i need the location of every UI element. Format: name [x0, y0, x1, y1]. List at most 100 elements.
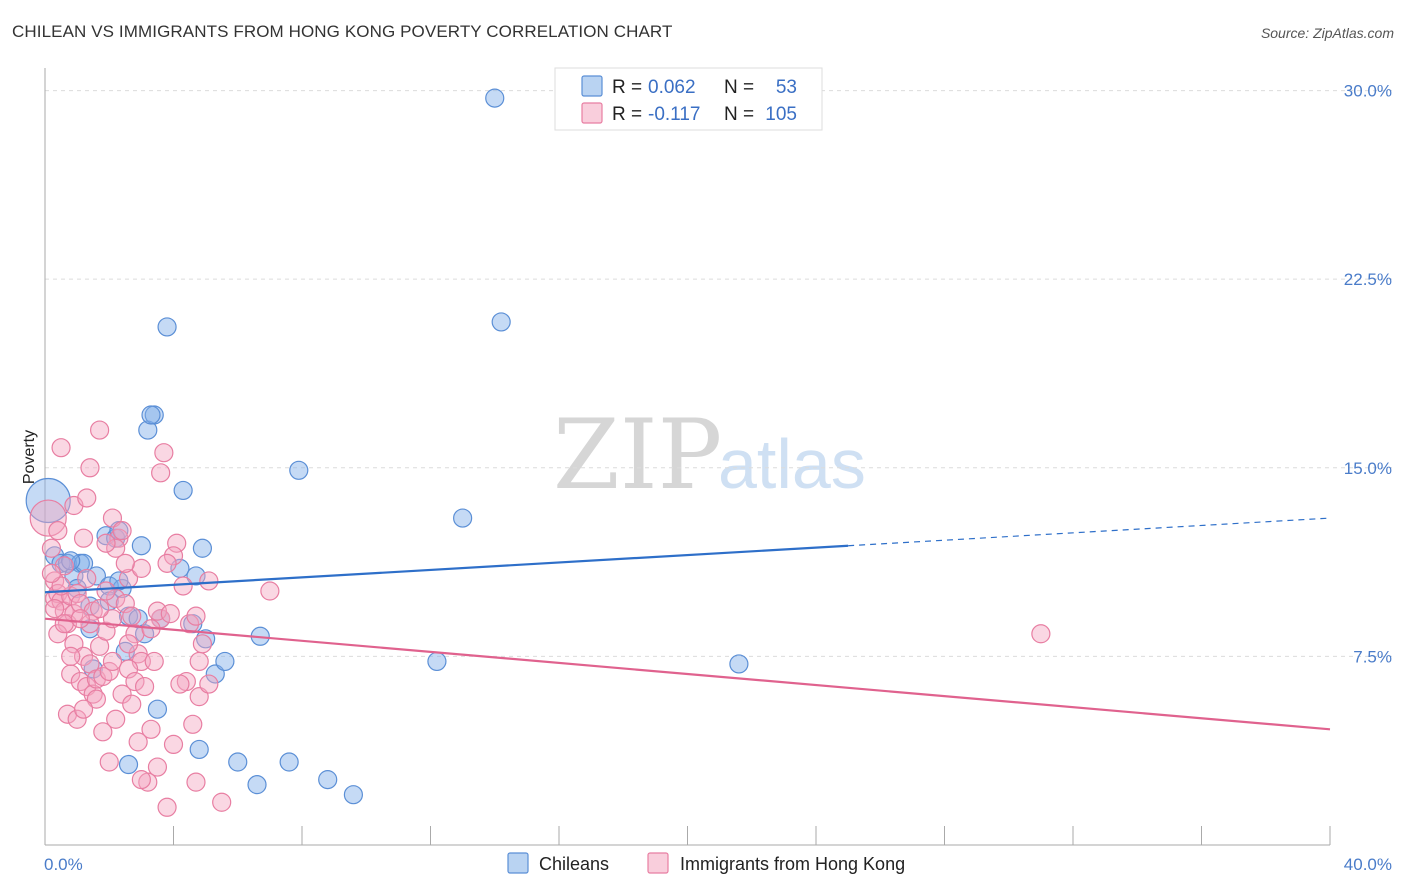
point-hongkong-97: [77, 488, 97, 508]
y-tick-label-2: 22.5%: [1344, 270, 1392, 289]
point-hongkong-76: [144, 651, 164, 672]
bottom-legend-label-chileans: Chileans: [539, 854, 609, 874]
point-hongkong-20: [83, 684, 103, 704]
point-chileans-43: [485, 88, 505, 108]
point-chileans-44: [491, 312, 511, 332]
point-chileans-52: [67, 578, 87, 599]
point-hongkong-73: [77, 568, 97, 589]
point-hongkong-94: [41, 563, 62, 584]
point-hongkong-54: [212, 792, 232, 812]
point-hongkong-46: [134, 676, 155, 697]
point-hongkong-92: [90, 599, 110, 619]
legend-r-value-hongkong: -0.117: [648, 104, 700, 125]
point-hongkong-75: [118, 634, 139, 654]
legend-n-value-chileans: 53: [776, 77, 797, 98]
point-hongkong-51: [131, 770, 151, 790]
point-hongkong-48: [106, 709, 126, 729]
point-chileans-21: [141, 405, 161, 425]
point-hongkong-77: [73, 528, 94, 548]
legend-r-label-chileans: R =: [612, 77, 642, 98]
point-chileans-42: [427, 651, 447, 672]
point-hongkong-47: [112, 684, 132, 704]
legend-n-label-hongkong: N =: [724, 104, 754, 125]
point-chileans-23: [173, 480, 193, 501]
point-chileans-49: [131, 536, 151, 556]
point-hongkong-104: [93, 722, 113, 742]
point-hongkong-79: [160, 604, 180, 624]
y-tick-label-0: 7.5%: [1353, 647, 1392, 666]
point-hongkong-85: [141, 719, 161, 739]
point-hongkong-101: [73, 699, 94, 719]
trend-line-hongkong: [44, 617, 1331, 731]
y-tick-labels: 7.5% 15.0% 22.5% 30.0%: [1344, 82, 1392, 667]
point-hongkong-81: [86, 689, 107, 709]
point-chileans-22: [157, 317, 177, 337]
point-hongkong-66: [163, 546, 184, 566]
point-hongkong-1: [41, 538, 62, 558]
point-hongkong-96: [48, 521, 68, 541]
legend-swatch-hongkong: [581, 102, 603, 124]
point-chileans-34: [118, 754, 139, 775]
point-hongkong-100: [102, 651, 123, 672]
point-hongkong-26: [96, 621, 116, 641]
y-tick-label-3: 30.0%: [1344, 82, 1392, 101]
point-hongkong-91: [70, 609, 90, 629]
point-hongkong-53: [186, 772, 206, 792]
point-hongkong-89: [131, 558, 151, 578]
y-tick-label-1: 15.0%: [1344, 459, 1392, 478]
point-chileans-17: [134, 624, 155, 644]
point-chileans-37: [279, 752, 299, 772]
point-hongkong-103: [147, 757, 168, 777]
point-hongkong-84: [122, 694, 142, 714]
point-hongkong-30: [51, 438, 71, 458]
point-hongkong-22: [93, 666, 113, 687]
chart-title: CHILEAN VS IMMIGRANTS FROM HONG KONG POV…: [12, 22, 673, 41]
point-hongkong-32: [80, 458, 100, 478]
point-hongkong-49: [99, 752, 119, 772]
point-chileans-30: [215, 651, 235, 672]
correlation-legend: R = 0.062 N = 53 R = -0.117 N = 105: [554, 67, 823, 131]
watermark-atlas: atlas: [718, 425, 866, 503]
point-chileans-39: [343, 785, 363, 805]
point-chileans-38: [318, 770, 338, 790]
x-tick-label-max: 40.0%: [1344, 855, 1392, 874]
y-axis-title: Poverty: [21, 430, 38, 484]
axes: [44, 68, 1331, 846]
point-chileans-28: [186, 566, 206, 586]
point-hongkong-95: [96, 533, 116, 553]
legend-r-label-hongkong: R =: [612, 104, 642, 125]
point-hongkong-74: [96, 581, 116, 601]
point-hongkong-45: [125, 671, 145, 692]
bottom-legend-swatch-hongkong: [647, 852, 669, 874]
point-hongkong-60: [179, 614, 200, 634]
bottom-legend-swatch-chileans: [507, 852, 529, 874]
point-hongkong-86: [163, 734, 184, 755]
point-chileans-33: [189, 739, 209, 760]
series-hongkong-points: [29, 420, 1051, 817]
trend-line-chileans-extension: [848, 517, 1331, 547]
point-hongkong-82: [61, 646, 81, 666]
series-legend: Chileans Immigrants from Hong Kong: [507, 852, 905, 874]
point-hongkong-52: [157, 797, 177, 817]
legend-n-value-hongkong: 105: [765, 104, 797, 125]
point-hongkong-68: [151, 463, 171, 483]
point-hongkong-33: [90, 420, 110, 440]
point-hongkong-40: [122, 606, 142, 626]
point-hongkong-71: [1031, 624, 1051, 644]
point-hongkong-67: [154, 443, 174, 463]
legend-n-label-chileans: N =: [724, 77, 754, 98]
point-hongkong-90: [115, 553, 135, 573]
legend-swatch-chileans: [581, 75, 603, 97]
point-chileans-36: [247, 775, 267, 795]
point-chileans-47: [61, 551, 81, 571]
point-chileans-25: [192, 538, 213, 558]
point-hongkong-18: [70, 671, 90, 692]
point-hongkong-59: [192, 634, 213, 654]
point-hongkong-24: [67, 709, 87, 729]
point-hongkong-88: [189, 651, 209, 672]
bottom-legend-label-hongkong: Immigrants from Hong Kong: [680, 854, 905, 874]
point-hongkong-57: [199, 674, 219, 694]
trend-line-chileans: [44, 544, 849, 594]
point-hongkong-70: [260, 581, 280, 601]
